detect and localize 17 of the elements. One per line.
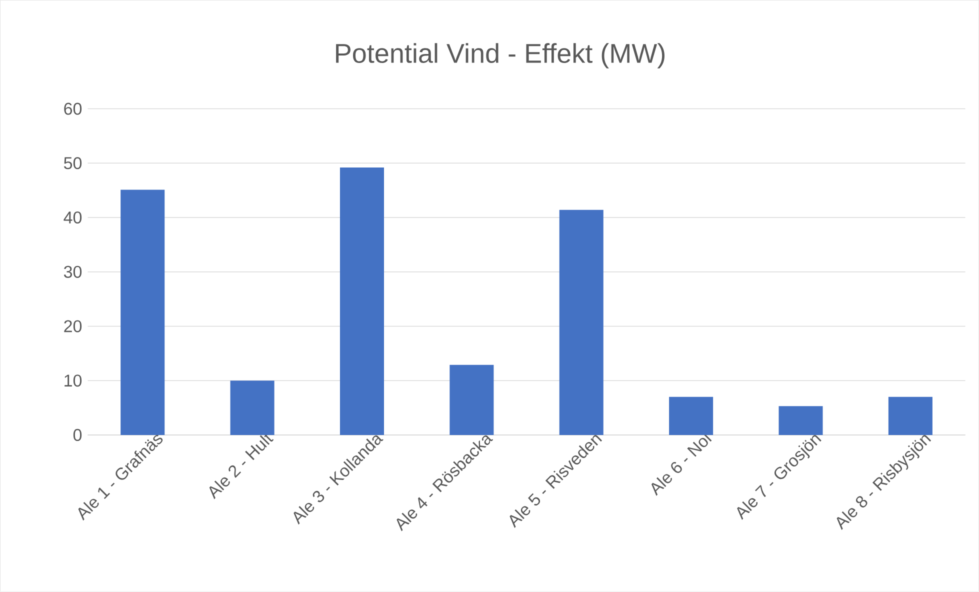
x-tick-label: Ale 2 - Hult xyxy=(209,433,274,500)
bar xyxy=(559,210,604,436)
bar xyxy=(230,380,274,436)
bar xyxy=(669,397,714,436)
y-tick-label: 60 xyxy=(64,102,82,115)
y-tick-label: 50 xyxy=(64,157,82,170)
bar xyxy=(120,190,165,436)
bar xyxy=(888,397,932,436)
bar xyxy=(450,364,494,436)
y-tick-label: 40 xyxy=(64,212,82,224)
y-tick-label: 30 xyxy=(64,266,82,278)
y-tick-label: 0 xyxy=(73,429,82,442)
y-tick-label: 20 xyxy=(64,320,82,332)
bar xyxy=(340,168,384,436)
chart-title: Potential Vind - Effekt (MW) xyxy=(336,43,664,68)
bar xyxy=(778,406,823,436)
y-tick-label: 10 xyxy=(64,374,82,387)
